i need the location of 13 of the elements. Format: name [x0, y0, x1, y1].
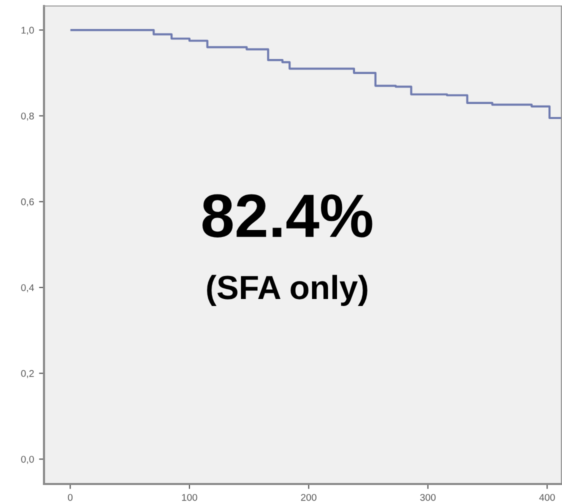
y-tick-label: 0,6 [21, 198, 34, 206]
y-tick-label: 1,0 [22, 26, 34, 35]
x-tick-label: 0 [68, 494, 73, 501]
y-tick-label: 0,0 [21, 456, 34, 464]
annotation: 82.4% [202, 194, 372, 238]
x-tick-label: 100 [182, 494, 198, 501]
x-tick-label: 300 [420, 494, 436, 501]
y-tick-label: 0,2 [21, 370, 34, 378]
x-tick-label: 400 [539, 494, 555, 501]
y-tick-label: 0,8 [21, 112, 34, 121]
x-tick-label: 200 [301, 494, 316, 501]
y-tick-label: 0,4 [21, 284, 34, 292]
annotation: (SFA only) [207, 274, 368, 306]
